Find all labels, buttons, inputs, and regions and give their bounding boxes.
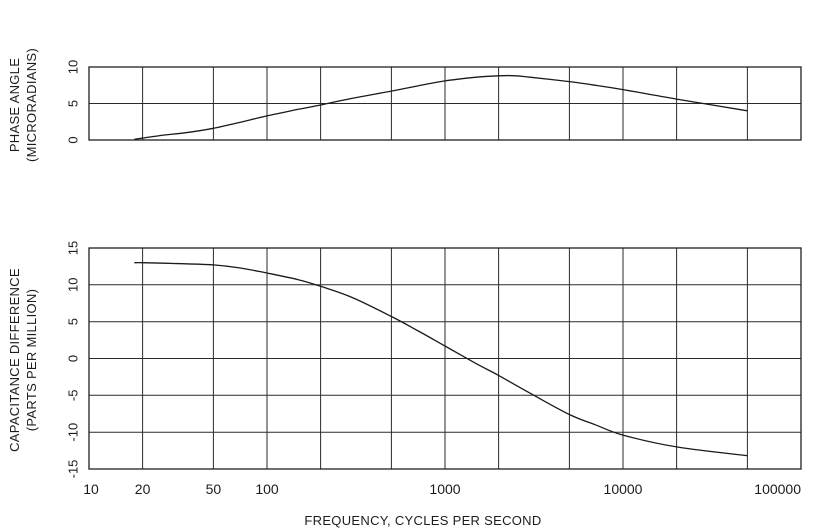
phase-angle-panel: 0 5 10 PHASE ANGLE (MICRORADIANS) bbox=[7, 48, 802, 162]
cap-ytick-label: 0 bbox=[65, 355, 80, 362]
capacitance-difference-ylabel-line1: CAPACITANCE DIFFERENCE bbox=[7, 268, 22, 452]
phase-angle-ylabel-line2: (MICRORADIANS) bbox=[24, 48, 39, 162]
capacitance-difference-plot-frame bbox=[88, 247, 802, 470]
cap-ytick-label: -15 bbox=[65, 460, 80, 479]
frequency-xtick-label: 1000 bbox=[429, 481, 460, 497]
capacitance-difference-grid bbox=[89, 247, 801, 470]
phase-angle-plot-frame bbox=[88, 66, 802, 141]
cap-ytick-label: -5 bbox=[65, 390, 80, 402]
frequency-xtick-label: 50 bbox=[206, 481, 222, 497]
phase-angle-ylabel-line1: PHASE ANGLE bbox=[7, 58, 22, 152]
phase-angle-series-line bbox=[134, 74, 748, 140]
capacitance-difference-y-ticks: -15 -10 -5 0 5 10 15 bbox=[65, 241, 80, 479]
cap-ytick-label: -10 bbox=[65, 423, 80, 442]
cap-ytick-label: 10 bbox=[65, 278, 80, 292]
phase-angle-grid bbox=[89, 66, 801, 141]
cap-ytick-label: 5 bbox=[65, 318, 80, 325]
frequency-xtick-label: 10000 bbox=[604, 481, 643, 497]
capacitance-difference-series-line bbox=[134, 262, 748, 457]
frequency-xtick-label: 10 bbox=[83, 481, 99, 497]
frequency-xtick-label: 20 bbox=[135, 481, 151, 497]
capacitance-difference-panel: -15 -10 -5 0 5 10 15 CAPACITANCE DIFFERENCE (P… bbox=[7, 241, 802, 528]
frequency-xtick-label: 100 bbox=[255, 481, 279, 497]
frequency-xlabel: FREQUENCY, CYCLES PER SECOND bbox=[304, 513, 541, 528]
phase-ytick-label: 10 bbox=[65, 60, 80, 74]
frequency-x-ticks: 10 20 50 100 1000 10000 100000 bbox=[83, 481, 801, 497]
capacitance-difference-ylabel-line2: (PARTS PER MILLION) bbox=[24, 289, 39, 431]
frequency-xtick-label: 100000 bbox=[754, 481, 801, 497]
phase-ytick-label: 5 bbox=[65, 100, 80, 107]
phase-ytick-label: 0 bbox=[65, 136, 80, 143]
cap-ytick-label: 15 bbox=[65, 241, 80, 255]
phase-angle-y-ticks: 0 5 10 bbox=[65, 60, 80, 144]
